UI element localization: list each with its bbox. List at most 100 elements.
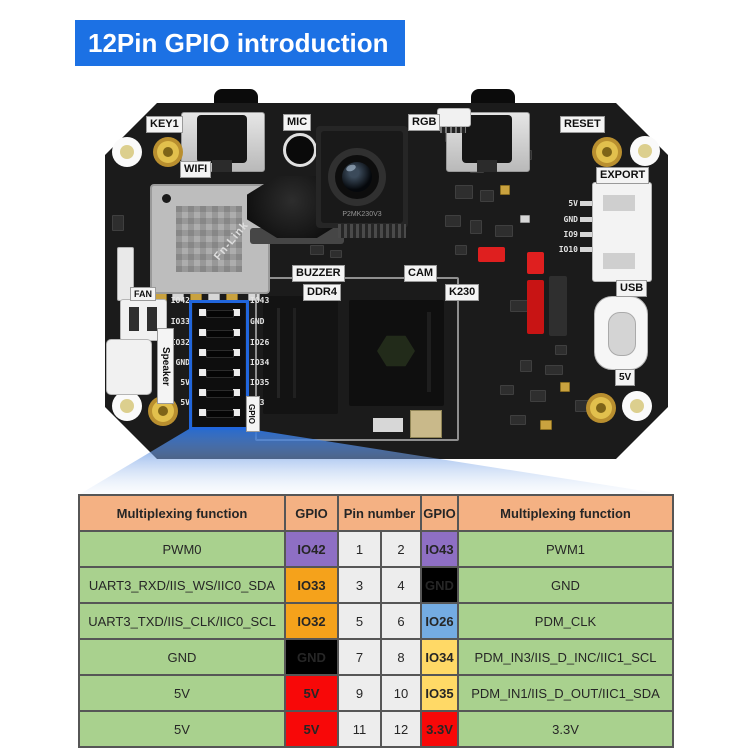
silkscreen-pin-label: IO32 — [170, 338, 190, 347]
pin1-dot — [162, 194, 171, 203]
table-row: UART3_RXD/IIS_WS/IIC0_SDA IO33 3 4 GND G… — [78, 566, 674, 604]
cell-pin: 4 — [380, 566, 422, 604]
mount-hole — [112, 137, 142, 167]
gpio-jumper — [206, 370, 234, 378]
gpio-jumper — [206, 330, 234, 338]
gpio-jumper — [206, 310, 234, 318]
gpio-jumper — [206, 410, 234, 418]
usb-c-port — [594, 296, 648, 370]
export-pin-label: IO9 — [563, 230, 578, 239]
cell-left-fn: GND — [78, 638, 286, 676]
label-ddr4: DDR4 — [303, 284, 341, 301]
header-pin-number: Pin number — [337, 494, 422, 532]
cell-right-fn: PDM_IN1/IIS_D_OUT/IIC1_SDA — [457, 674, 674, 712]
silkscreen-pin-label: IO26 — [250, 338, 270, 347]
silkscreen-pin-label: IO42 — [170, 296, 190, 305]
fan-pin-slot — [147, 307, 157, 331]
label-gpio: GPIO — [246, 396, 260, 432]
silkscreen-pin-label: IO43 — [250, 296, 270, 305]
gpio-jumper — [206, 390, 234, 398]
red-component — [527, 280, 544, 334]
cell-right-gpio: GND — [420, 566, 459, 604]
cell-left-fn: 5V — [78, 674, 286, 712]
chip-marking — [427, 312, 431, 392]
reset-button-stem — [477, 160, 497, 172]
table-row: 5V 5V 9 10 IO35 PDM_IN1/IIS_D_OUT/IIC1_S… — [78, 674, 674, 712]
camera-module: P2MK230V3 — [316, 126, 408, 228]
gpio-pad — [233, 389, 240, 396]
cell-pin: 8 — [380, 638, 422, 676]
mount-hole — [622, 391, 652, 421]
label-rgb: RGB — [408, 114, 441, 131]
label-speaker: Speaker — [157, 328, 174, 404]
label-mic: MIC — [283, 114, 312, 131]
cell-pin: 5 — [337, 602, 382, 640]
header-mux-left: Multiplexing function — [78, 494, 286, 532]
export-pin-label: IO10 — [558, 245, 578, 254]
table-row: PWM0 IO42 1 2 IO43 PWM1 — [78, 530, 674, 568]
cell-left-fn: UART3_RXD/IIS_WS/IIC0_SDA — [78, 566, 286, 604]
gpio-pad — [199, 309, 206, 316]
cell-pin: 6 — [380, 602, 422, 640]
key1-button-stem — [212, 160, 232, 172]
cell-pin: 9 — [337, 674, 382, 712]
gpio-pad — [199, 389, 206, 396]
callout-funnel — [80, 429, 663, 494]
gpio-pad — [233, 349, 240, 356]
label-cam: CAM — [404, 265, 438, 282]
header-gpio-left: GPIO — [284, 494, 339, 532]
cell-right-fn: PDM_CLK — [457, 602, 674, 640]
label-k230: K230 — [445, 284, 480, 301]
export-pin-label: 5V — [568, 199, 578, 208]
cell-left-gpio: 5V — [284, 674, 339, 712]
connector-tab — [603, 195, 635, 211]
rgb-connector — [437, 108, 471, 127]
rgb-connector-pins — [440, 127, 466, 133]
gpio-jumper — [206, 350, 234, 358]
cell-pin: 3 — [337, 566, 382, 604]
cell-left-gpio: GND — [284, 638, 339, 676]
table-row: GND GND 7 8 IO34 PDM_IN3/IIS_D_INC/IIC1_… — [78, 638, 674, 676]
cell-pin: 1 — [337, 530, 382, 568]
fan-pin-slot — [129, 307, 139, 331]
export-pin-stub — [580, 217, 594, 222]
cell-left-fn: UART3_TXD/IIS_CLK/IIC0_SCL — [78, 602, 286, 640]
gpio-pad — [233, 309, 240, 316]
export-pin-label: GND — [563, 215, 578, 224]
label-reset: RESET — [560, 116, 605, 133]
cell-right-gpio: IO34 — [420, 638, 459, 676]
header-gpio-right: GPIO — [420, 494, 459, 532]
k230-logo-hexagon — [377, 335, 415, 367]
cell-pin: 11 — [337, 710, 382, 748]
qr-code — [176, 206, 242, 272]
silkscreen-pin-label: IO34 — [250, 358, 270, 367]
gpio-pin-table: Multiplexing function GPIO Pin number GP… — [78, 494, 674, 748]
red-component — [527, 252, 544, 274]
ddr4-chip — [263, 296, 338, 414]
label-key1: KEY1 — [146, 116, 183, 133]
cell-pin: 2 — [380, 530, 422, 568]
cell-pin: 10 — [380, 674, 422, 712]
label-buzzer: BUZZER — [292, 265, 345, 282]
cell-pin: 12 — [380, 710, 422, 748]
gpio-pad — [199, 349, 206, 356]
speaker-connector — [106, 339, 152, 395]
cell-left-gpio: IO33 — [284, 566, 339, 604]
silkscreen-pin-label: IO33 — [170, 317, 190, 326]
cell-right-fn: 3.3V — [457, 710, 674, 748]
cell-left-gpio: 5V — [284, 710, 339, 748]
cell-right-gpio: IO35 — [420, 674, 459, 712]
gpio-pad — [199, 369, 206, 376]
label-wifi: WIFI — [180, 161, 212, 178]
cell-right-fn: GND — [457, 566, 674, 604]
gpio-pad — [233, 409, 240, 416]
smd-component — [373, 418, 403, 432]
table-row: 5V 5V 11 12 3.3V 3.3V — [78, 710, 674, 748]
gpio-pad — [199, 329, 206, 336]
cell-right-fn: PWM1 — [457, 530, 674, 568]
page-title: 12Pin GPIO introduction — [75, 20, 405, 66]
cell-pin: 7 — [337, 638, 382, 676]
table-header-row: Multiplexing function GPIO Pin number GP… — [78, 494, 674, 532]
chip-marking — [277, 308, 280, 398]
